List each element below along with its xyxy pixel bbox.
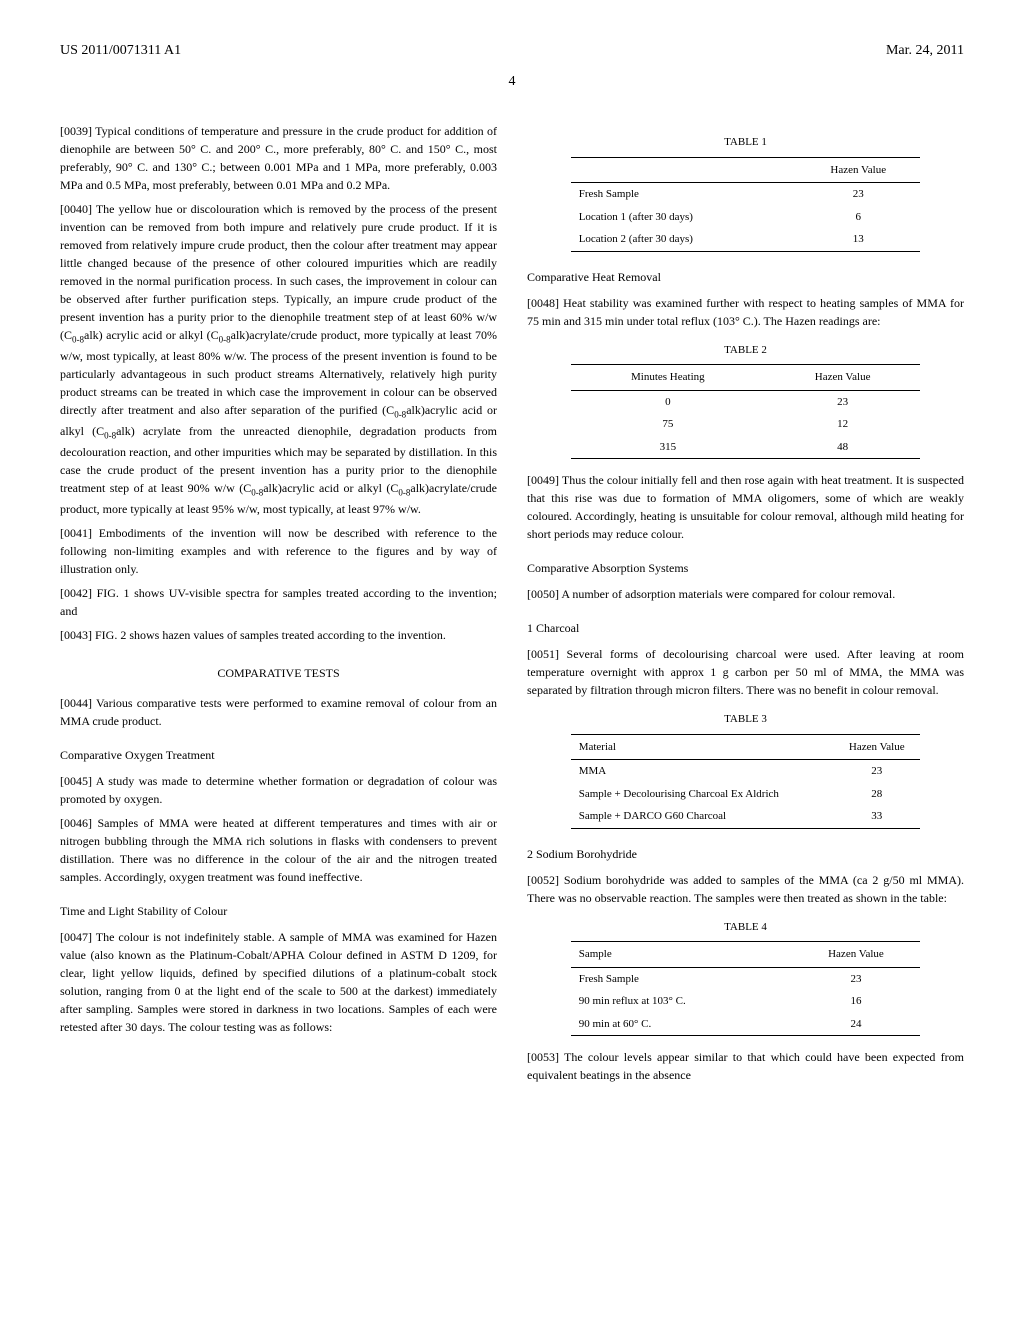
charcoal-heading: 1 Charcoal	[527, 619, 964, 637]
publication-date: Mar. 24, 2011	[886, 40, 964, 61]
table-row: Fresh Sample23	[571, 183, 921, 206]
table-row: 90 min reflux at 103° C.16	[571, 990, 921, 1013]
table-row: 31548	[571, 436, 921, 459]
paragraph-50: [0050] A number of adsorption materials …	[527, 585, 964, 603]
paragraph-43: [0043] FIG. 2 shows hazen values of samp…	[60, 626, 497, 644]
content-columns: [0039] Typical conditions of temperature…	[60, 122, 964, 1090]
borohydride-heading: 2 Sodium Borohydride	[527, 845, 964, 863]
comparative-heat-heading: Comparative Heat Removal	[527, 268, 964, 286]
table4-h1: Sample	[571, 942, 792, 968]
table3-h1: Material	[571, 734, 834, 760]
page-number: 4	[60, 71, 964, 92]
table1-header: Hazen Value	[796, 157, 920, 183]
paragraph-48: [0048] Heat stability was examined furth…	[527, 294, 964, 330]
table-row: Location 1 (after 30 days)6	[571, 206, 921, 229]
paragraph-39: [0039] Typical conditions of temperature…	[60, 122, 497, 194]
page-header: US 2011/0071311 A1 Mar. 24, 2011	[60, 40, 964, 61]
table-row: MMA23	[571, 760, 921, 783]
table4: SampleHazen Value Fresh Sample23 90 min …	[571, 941, 921, 1036]
table3-h2: Hazen Value	[833, 734, 920, 760]
time-light-heading: Time and Light Stability of Colour	[60, 902, 497, 920]
publication-number: US 2011/0071311 A1	[60, 40, 181, 61]
table2-h2: Hazen Value	[765, 365, 920, 391]
paragraph-46: [0046] Samples of MMA were heated at dif…	[60, 814, 497, 886]
right-column: TABLE 1 Hazen Value Fresh Sample23 Locat…	[527, 122, 964, 1090]
paragraph-40: [0040] The yellow hue or discolouration …	[60, 200, 497, 518]
table-row: Location 2 (after 30 days)13	[571, 228, 921, 251]
table2-h1: Minutes Heating	[571, 365, 765, 391]
paragraph-51: [0051] Several forms of decolourising ch…	[527, 645, 964, 699]
table-row: 023	[571, 390, 921, 413]
table4-caption: TABLE 4	[527, 919, 964, 936]
left-column: [0039] Typical conditions of temperature…	[60, 122, 497, 1090]
table3-caption: TABLE 3	[527, 711, 964, 728]
comparative-absorption-heading: Comparative Absorption Systems	[527, 559, 964, 577]
table-row: Sample + Decolourising Charcoal Ex Aldri…	[571, 783, 921, 806]
comparative-oxygen-heading: Comparative Oxygen Treatment	[60, 746, 497, 764]
table3: MaterialHazen Value MMA23 Sample + Decol…	[571, 734, 921, 829]
paragraph-45: [0045] A study was made to determine whe…	[60, 772, 497, 808]
table2: Minutes HeatingHazen Value 023 7512 3154…	[571, 364, 921, 459]
paragraph-41: [0041] Embodiments of the invention will…	[60, 524, 497, 578]
table-row: 90 min at 60° C.24	[571, 1013, 921, 1036]
table4-h2: Hazen Value	[792, 942, 921, 968]
paragraph-42: [0042] FIG. 1 shows UV-visible spectra f…	[60, 584, 497, 620]
paragraph-47: [0047] The colour is not indefinitely st…	[60, 928, 497, 1036]
table-row: Fresh Sample23	[571, 967, 921, 990]
comparative-tests-heading: COMPARATIVE TESTS	[60, 664, 497, 682]
table-row: 7512	[571, 413, 921, 436]
table2-caption: TABLE 2	[527, 342, 964, 359]
paragraph-53: [0053] The colour levels appear similar …	[527, 1048, 964, 1084]
table-row: Sample + DARCO G60 Charcoal33	[571, 805, 921, 828]
paragraph-44: [0044] Various comparative tests were pe…	[60, 694, 497, 730]
paragraph-52: [0052] Sodium borohydride was added to s…	[527, 871, 964, 907]
table1: Hazen Value Fresh Sample23 Location 1 (a…	[571, 157, 921, 252]
table1-caption: TABLE 1	[527, 134, 964, 151]
paragraph-49: [0049] Thus the colour initially fell an…	[527, 471, 964, 543]
